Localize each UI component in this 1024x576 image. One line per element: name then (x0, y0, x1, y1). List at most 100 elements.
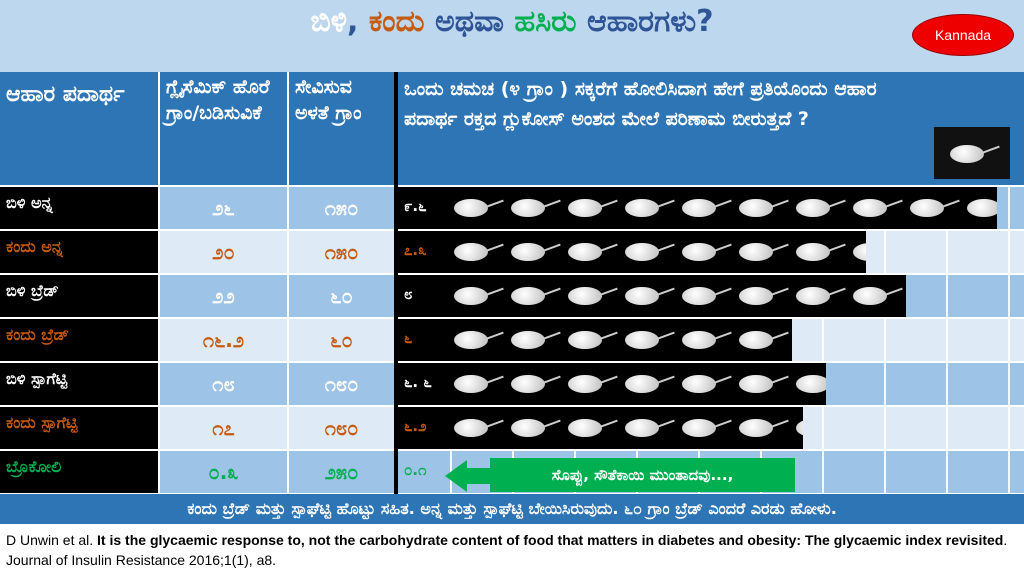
vegetables-callout: ಸೊಪ್ಪು, ಸೌತೆಕಾಯಿ ಮುಂತಾದವು..., (445, 458, 795, 492)
teaspoon-value: ೭.೩ (404, 241, 427, 259)
sugar-spoon-icon (621, 237, 678, 267)
language-button[interactable]: Kannada (912, 14, 1014, 56)
sugar-spoon-icon (849, 281, 906, 311)
sugar-spoon-icon (564, 193, 621, 223)
sugar-spoon-icon (906, 193, 963, 223)
table-row: ಕಂದು ಬ್ರೆಡ್ ೧೬.೨ ೬೦ ೬ (0, 319, 1024, 361)
teaspoon-pictogram (450, 193, 998, 223)
title-part: ಹಸಿರು (514, 4, 577, 39)
portion-size: ೧೫೦ (289, 187, 394, 229)
food-name: ಕಂದು ಬ್ರೆಡ್ (0, 319, 158, 361)
title-part: ಅಥವಾ (424, 4, 515, 39)
sugar-spoon-icon (450, 281, 507, 311)
food-name: ಕಂದು ಸ್ಪಾಗೆಟ್ಟಿ (0, 407, 158, 449)
sugar-spoon-icon (450, 369, 507, 399)
slide-title: ಬಿಳಿ, ಕಂದು ಅಥವಾ ಹಸಿರು ಆಹಾರಗಳು? (0, 4, 1024, 39)
food-name: ಬಿಳಿ ಅನ್ನ (0, 187, 158, 229)
glycaemic-load: ೨೬ (160, 187, 287, 229)
teaspoon-cell: ೬.೨ (398, 407, 1024, 449)
food-name: ಬ್ರೊಕೋಲಿ (0, 451, 158, 493)
sugar-spoon-icon (507, 413, 564, 443)
teaspoon-pictogram (450, 237, 867, 267)
sugar-spoon-icon (963, 193, 998, 223)
portion-size: ೧೮೦ (289, 363, 394, 405)
portion-size: ೨೫೦ (289, 451, 394, 493)
teaspoon-value: ೮ (404, 285, 413, 303)
header-portion: ಸೇವಿಸುವ ಅಳತೆ ಗ್ರಾಂ (289, 72, 394, 185)
glycaemic-load: ೧೬.೨ (160, 319, 287, 361)
sugar-spoon-icon (792, 413, 804, 443)
glycaemic-table: ಆಹಾರ ಪದಾರ್ಥ ಗ್ಲೈಸೆಮಿಕ್ ಹೊರೆ ಗ್ರಾಂ/ಬಡಿಸುವ… (0, 72, 1024, 494)
portion-size: ೬೦ (289, 319, 394, 361)
sugar-spoon-icon (507, 369, 564, 399)
teaspoon-value: ೬. ೬ (404, 373, 432, 391)
table-row: ಬಿಳಿ ಅನ್ನ ೨೬ ೧೫೦ ೯.೬ (0, 187, 1024, 229)
food-name: ಕಂದು ಅನ್ನ (0, 231, 158, 273)
sugar-spoon-icon (735, 193, 792, 223)
sugar-spoon-icon (792, 369, 827, 399)
sugar-spoon-icon (849, 193, 906, 223)
portion-size: ೧೮೦ (289, 407, 394, 449)
glycaemic-load: ೦.೩ (160, 451, 287, 493)
sugar-spoon-icon (678, 193, 735, 223)
header-teaspoon-equivalent: ಒಂದು ಚಮಚ (೪ ಗ್ರಾಂ ) ಸಕ್ಕರೆಗೆ ಹೋಲಿಸಿದಾಗ ಹ… (398, 72, 1024, 185)
food-name: ಬಿಳಿ ಸ್ಪಾಗೆಟ್ಟಿ (0, 363, 158, 405)
footer-note: ಕಂದು ಬ್ರೆಡ್ ಮತ್ತು ಸ್ಪಾಘೆಟ್ಟಿ ಹೊಟ್ಟು ಸಹಿತ… (0, 494, 1024, 524)
sugar-spoon-icon (621, 325, 678, 355)
title-part: ಕಂದು (368, 4, 425, 39)
table-row: ಬಿಳಿ ಸ್ಪಾಗೆಟ್ಟಿ ೧೮ ೧೮೦ ೬. ೬ (0, 363, 1024, 405)
table-row: ಕಂದು ಸ್ಪಾಗೆಟ್ಟಿ ೧೭ ೧೮೦ ೬.೨ (0, 407, 1024, 449)
sugar-spoon-icon (507, 281, 564, 311)
teaspoon-pictogram (450, 281, 906, 311)
sugar-spoon-icon (678, 237, 735, 267)
teaspoon-cell: ೬ (398, 319, 1024, 361)
teaspoon-value: ೬ (404, 329, 413, 347)
sugar-spoon-icon (564, 237, 621, 267)
portion-size: ೬೦ (289, 275, 394, 317)
teaspoon-cell: ೭.೩ (398, 231, 1024, 273)
food-name: ಬಿಳಿ ಬ್ರೆಡ್ (0, 275, 158, 317)
teaspoon-value: ೬.೨ (404, 417, 427, 435)
sugar-spoon-icon (678, 325, 735, 355)
citation-authors: D Unwin et al. (6, 532, 98, 548)
title-part: ಆಹಾರಗಳು? (576, 4, 714, 39)
column-divider (394, 72, 398, 494)
portion-size: ೧೫೦ (289, 231, 394, 273)
sugar-spoon-icon (735, 369, 792, 399)
glycaemic-load: ೧೮ (160, 363, 287, 405)
sugar-spoon-icon (507, 237, 564, 267)
teaspoon-pictogram (450, 413, 804, 443)
sugar-spoon-icon (934, 127, 1010, 179)
sugar-spoon-icon (792, 281, 849, 311)
arrow-left-icon (445, 460, 467, 492)
teaspoon-value: ೯.೬ (404, 197, 427, 215)
sugar-spoon-icon (735, 281, 792, 311)
sugar-spoon-icon (564, 369, 621, 399)
sugar-spoon-icon (564, 325, 621, 355)
sugar-spoon-icon (735, 325, 792, 355)
sugar-spoon-icon (621, 369, 678, 399)
sugar-spoon-icon (450, 193, 507, 223)
sugar-spoon-icon (507, 325, 564, 355)
sugar-spoon-icon (450, 413, 507, 443)
sugar-spoon-icon (735, 237, 792, 267)
sugar-spoon-icon (678, 281, 735, 311)
sugar-spoon-icon (564, 413, 621, 443)
teaspoon-cell: ೯.೬ (398, 187, 1024, 229)
header-food: ಆಹಾರ ಪದಾರ್ಥ (0, 72, 158, 185)
teaspoon-cell: ೮ (398, 275, 1024, 317)
sugar-spoon-icon (735, 413, 792, 443)
sugar-spoon-icon (849, 237, 867, 267)
arrow-shaft (465, 468, 495, 484)
glycaemic-load: ೧೭ (160, 407, 287, 449)
sugar-spoon-icon (792, 193, 849, 223)
table-row: ಬಿಳಿ ಬ್ರೆಡ್ ೨೨ ೬೦ ೮ (0, 275, 1024, 317)
glycaemic-load: ೨೨ (160, 275, 287, 317)
sugar-spoon-icon (564, 281, 621, 311)
sugar-spoon-icon (450, 237, 507, 267)
teaspoon-cell: ೬. ೬ (398, 363, 1024, 405)
sugar-spoon-icon (450, 325, 507, 355)
citation-journal: . Journal of Insulin Resistance 2016;1(1… (6, 532, 1008, 568)
callout-text: ಸೊಪ್ಪು, ಸೌತೆಕಾಯಿ ಮುಂತಾದವು..., (490, 458, 795, 492)
sugar-spoon-icon (678, 369, 735, 399)
